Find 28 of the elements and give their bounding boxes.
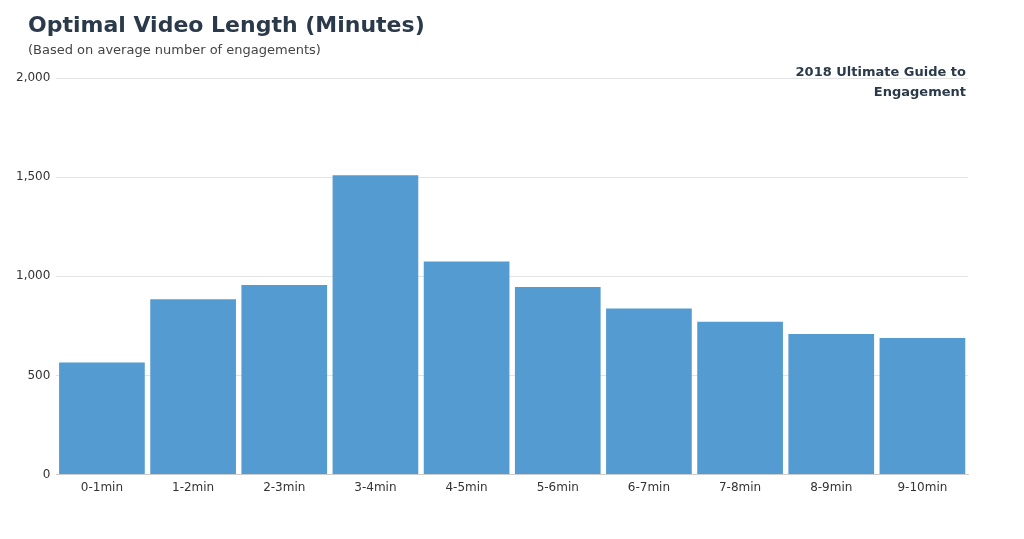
bar [788,334,875,475]
x-tick-label: 2-3min [263,479,306,494]
bar [514,287,601,475]
x-tick-label: 1-2min [171,479,215,494]
bar [606,308,692,475]
annotation: 2018 Ultimate Guide to Engagement [794,63,966,101]
y-tick-label: 1,500 [15,169,51,184]
bar [879,337,966,475]
x-tick-label: 8-9min [810,479,853,494]
bar [332,175,419,475]
x-tick-label: 6-7min [627,479,671,494]
x-tick-label: 3-4min [354,479,397,494]
chart-subtitle: (Based on average number of engagements) [28,42,321,57]
chart-title: Optimal Video Length (Minutes) [28,12,425,37]
bar [423,261,510,475]
bar [241,285,328,475]
x-tick-label: 9-10min [897,479,948,494]
bar [697,321,783,475]
y-tick-label: 1,000 [15,268,51,283]
x-tick-label: 5-6min [536,479,579,494]
y-tick-label: 500 [27,367,51,382]
bar [59,362,145,475]
x-tick-label: 4-5min [445,479,488,494]
x-tick-label: 7-8min [718,479,762,494]
y-tick-label: 0 [42,466,51,481]
bar [150,299,236,475]
x-tick-label: 0-1min [80,479,124,494]
y-tick-label: 2,000 [15,70,51,85]
